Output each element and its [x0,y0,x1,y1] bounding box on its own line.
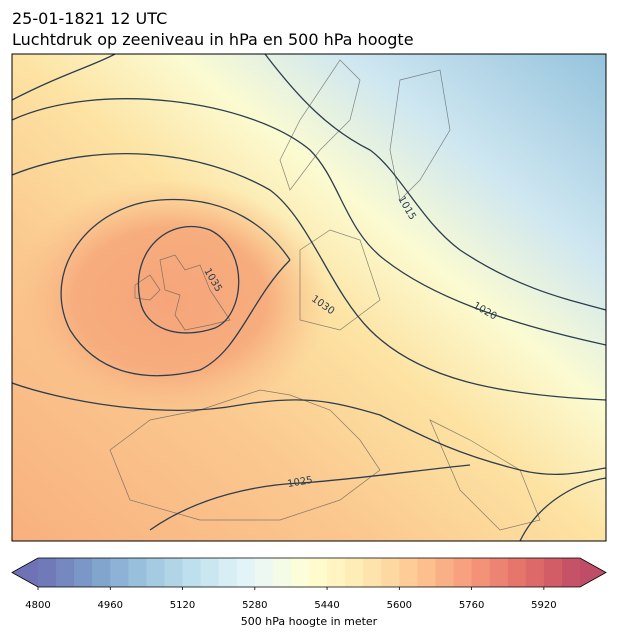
colorbar-segment [200,558,220,587]
colorbar-extend-high [580,558,606,587]
colorbar-tick-label: 5440 [314,600,339,611]
colorbar-segment [561,558,581,587]
colorbar-segment [74,558,93,587]
colorbar: 4800 4960 5120 5280 5440 5600 5760 5920 [11,557,607,611]
colorbar-segment [489,558,509,587]
colorbar-outline [11,557,607,588]
colorbar-segment [345,558,364,587]
colorbar-segment [236,558,256,587]
isobar [519,477,606,541]
colorbar-segment [218,558,238,587]
colorbar-tick-label: 5760 [459,600,484,611]
colorbar-segment [290,558,310,587]
colorbar-segment [56,558,75,587]
colorbar-segment [435,558,455,587]
colorbar-tick-label: 4960 [98,600,123,611]
isobar [12,98,606,346]
colorbar-segment [128,558,147,587]
isobar [264,54,606,311]
colorbar-segment [471,558,491,587]
map-date: 25-01-1821 12 UTC [12,9,167,28]
high-pressure-area [12,180,330,420]
map-title: Luchtdruk op zeeniveau in hPa en 500 hPa… [12,30,414,49]
colorbar-tick-label: 4800 [25,600,50,611]
colorbar-segment [525,558,545,587]
isobar [12,54,116,101]
colorbar-segment [110,558,129,587]
isobar [60,198,291,377]
colorbar-segment [254,558,274,587]
colorbar-segment [164,558,184,587]
isobar [149,464,471,531]
colorbar-tick-label: 5280 [242,600,267,611]
colorbar-segment [146,558,165,587]
colorbar-segment [272,558,292,587]
colorbar-tick-label: 5120 [170,600,195,611]
map [12,54,606,541]
colorbar-segment [182,558,202,587]
colorbar-tick-label: 5600 [387,600,412,611]
isobar [137,225,240,334]
map-frame [11,53,607,542]
coastline [109,59,541,531]
colorbar-segment [399,558,418,587]
colorbar-segment [507,558,527,587]
isobar-label: 1025 [287,475,314,490]
colorbar-extend-low [12,558,38,587]
colorbar-segment [363,558,382,587]
colorbar-segment [327,558,346,587]
colorbar-segment [543,558,563,587]
colorbar-tick-label: 5920 [531,600,556,611]
colorbar-segment [453,558,473,587]
isobar [12,382,606,476]
colorbar-segment [381,558,400,587]
colorbar-segment [417,558,436,587]
colorbar-segment [309,558,328,587]
colorbar-segment [38,558,57,587]
colorbar-label: 500 hPa hoogte in meter [241,615,378,628]
isobar [12,152,606,401]
colorbar-segment [92,558,111,587]
